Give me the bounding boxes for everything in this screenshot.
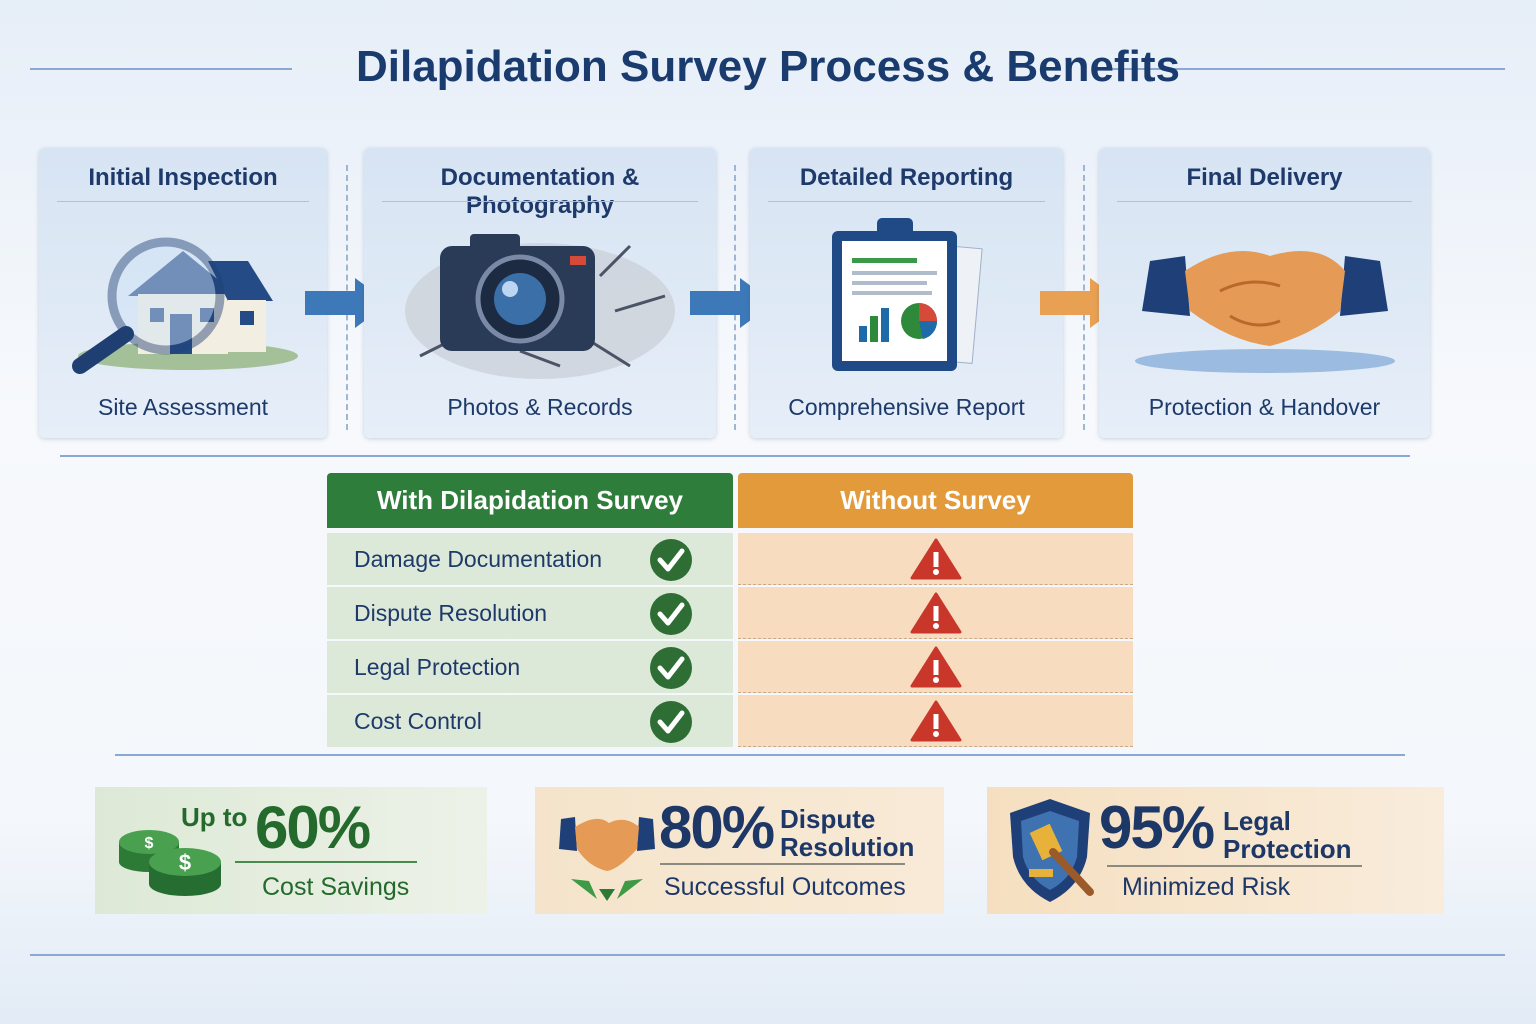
svg-text:$: $ — [145, 835, 154, 852]
handshake-icon — [1134, 251, 1395, 373]
check-icon — [650, 647, 692, 689]
handshake-icon — [559, 817, 655, 901]
footer-rule — [30, 954, 1505, 956]
stat-value: 80% — [659, 794, 775, 861]
comparison-row: Dispute Resolution — [327, 587, 1133, 639]
check-icon — [650, 701, 692, 743]
stat-dispute-resolution: 80% Dispute Resolution Successful Outcom… — [535, 787, 944, 914]
comparison-row: Damage Documentation — [327, 533, 1133, 585]
step-label: Photos & Records — [447, 394, 633, 420]
stat-cost-savings: $ $ Up to 60% Cost Savings — [95, 787, 487, 914]
shield-gavel-icon — [1010, 799, 1094, 902]
section-divider — [115, 754, 1405, 756]
comparison-row: Cost Control — [327, 695, 1133, 747]
step-label: Comprehensive Report — [788, 394, 1025, 420]
stat-value: 60% — [255, 794, 371, 861]
with-survey-header: With Dilapidation Survey — [327, 473, 733, 528]
money-coins-icon: $ $ — [119, 830, 221, 896]
step-title: Final Delivery — [1186, 164, 1343, 191]
step-title: Detailed Reporting — [799, 164, 1014, 191]
camera-icon — [405, 234, 675, 379]
stat-subtitle: Minimized Risk — [1122, 873, 1291, 901]
step-title: Documentation & Photography — [440, 164, 640, 219]
stat-value: 95% — [1099, 794, 1215, 861]
section-divider — [60, 455, 1410, 457]
step-label: Protection & Handover — [1148, 394, 1381, 420]
stat-label: Legal Protection — [1223, 806, 1352, 864]
check-icon — [650, 539, 692, 581]
page-title: Dilapidation Survey Process & Benefits — [355, 42, 1181, 91]
comparison-row: Legal Protection — [327, 641, 1133, 693]
without-survey-header: Without Survey — [738, 473, 1133, 528]
stat-label: Dispute Resolution — [780, 804, 915, 862]
warning-icon — [910, 592, 962, 634]
stat-prefix: Up to — [181, 802, 248, 832]
title-rule-left — [30, 68, 292, 70]
step-card-initial-inspection: Initial Inspection Site Assessment — [39, 148, 327, 438]
warning-icon — [910, 538, 962, 580]
house-magnifier-icon — [72, 237, 298, 374]
stat-legal-protection: 95% Legal Protection Minimized Risk — [987, 787, 1444, 914]
warning-icon — [910, 700, 962, 742]
stat-label: Cost Savings — [262, 873, 410, 901]
warning-icon — [910, 646, 962, 688]
svg-text:$: $ — [179, 850, 191, 875]
step-card-detailed-reporting: Detailed Reporting Comprehensive Report — [750, 148, 1063, 438]
title-rule-right — [1103, 68, 1505, 70]
step-title: Initial Inspection — [88, 164, 278, 191]
check-icon — [650, 593, 692, 635]
step-card-final-delivery: Final Delivery Protection & Handover — [1099, 148, 1430, 438]
step-label: Site Assessment — [97, 394, 269, 420]
stat-subtitle: Successful Outcomes — [664, 873, 906, 901]
clipboard-report-icon — [831, 218, 983, 371]
step-card-documentation: Documentation & Photography Photos & Rec… — [364, 148, 716, 438]
